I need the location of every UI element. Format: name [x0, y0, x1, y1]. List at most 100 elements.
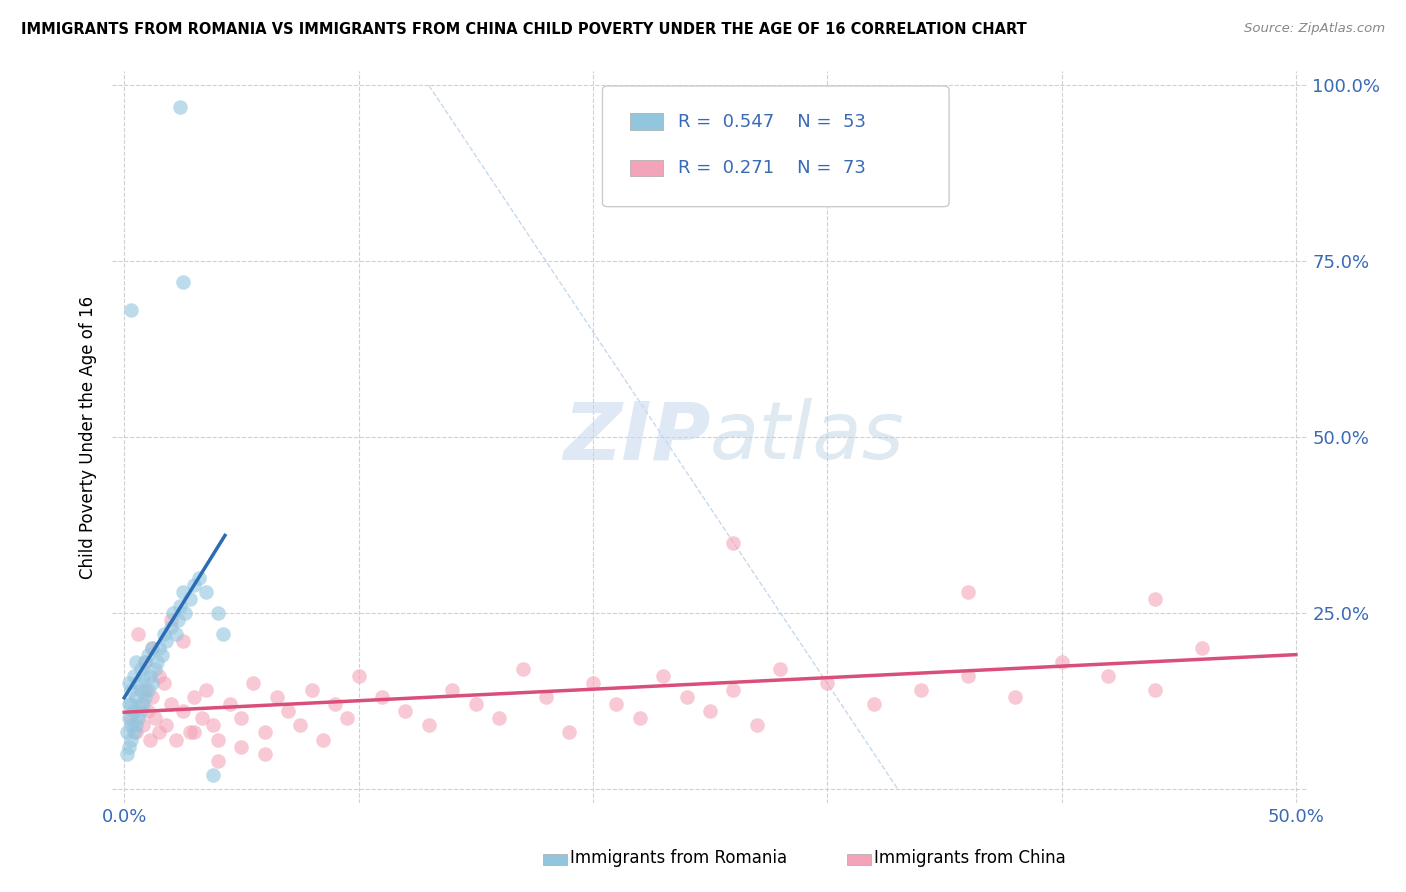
Point [132, 718, 155, 732]
Point [815, 676, 838, 690]
Point [464, 698, 486, 712]
Text: Immigrants from China: Immigrants from China [875, 848, 1066, 867]
Point [120, 732, 142, 747]
Point [266, 690, 288, 705]
Point [202, 718, 225, 732]
Point [129, 662, 152, 676]
Point [1191, 641, 1213, 656]
Point [956, 669, 979, 683]
Point [167, 613, 190, 627]
Point [141, 690, 163, 705]
Point [118, 676, 141, 690]
Point [115, 725, 138, 739]
Point [534, 690, 557, 705]
Point [323, 698, 346, 712]
Point [301, 683, 323, 698]
Point [125, 725, 148, 739]
Point [118, 711, 141, 725]
Point [162, 606, 184, 620]
Point [132, 698, 155, 712]
Point [1144, 683, 1167, 698]
Point [139, 732, 162, 747]
Point [165, 627, 187, 641]
Text: Immigrants from Romania: Immigrants from Romania [569, 848, 787, 867]
Point [723, 535, 745, 549]
Point [160, 620, 183, 634]
Point [153, 676, 176, 690]
Point [136, 648, 159, 662]
Point [218, 698, 240, 712]
Point [202, 767, 225, 781]
Point [207, 732, 229, 747]
Point [172, 705, 194, 719]
Point [288, 718, 311, 732]
Text: IMMIGRANTS FROM ROMANIA VS IMMIGRANTS FROM CHINA CHILD POVERTY UNDER THE AGE OF : IMMIGRANTS FROM ROMANIA VS IMMIGRANTS FR… [21, 22, 1026, 37]
Point [179, 591, 201, 606]
Point [312, 732, 335, 747]
Point [231, 711, 253, 725]
Point [394, 705, 416, 719]
Point [195, 683, 218, 698]
Text: ZIP: ZIP [562, 398, 710, 476]
Point [956, 584, 979, 599]
Point [150, 648, 173, 662]
Point [125, 718, 148, 732]
Point [195, 584, 218, 599]
Point [148, 669, 170, 683]
Point [155, 634, 177, 648]
Point [1050, 655, 1073, 669]
Point [675, 690, 697, 705]
Point [122, 669, 145, 683]
Point [141, 641, 163, 656]
Text: atlas: atlas [710, 398, 905, 476]
FancyBboxPatch shape [848, 854, 872, 865]
Point [174, 606, 197, 620]
Point [165, 732, 187, 747]
Point [188, 571, 211, 585]
FancyBboxPatch shape [630, 113, 664, 130]
FancyBboxPatch shape [603, 86, 949, 207]
Point [120, 303, 142, 318]
Point [160, 613, 183, 627]
Point [371, 690, 394, 705]
Point [118, 698, 141, 712]
Point [136, 683, 159, 698]
Point [628, 711, 651, 725]
Point [134, 690, 156, 705]
Point [146, 655, 169, 669]
Point [136, 705, 159, 719]
Point [129, 683, 152, 698]
Y-axis label: Child Poverty Under the Age of 16: Child Poverty Under the Age of 16 [79, 295, 97, 579]
Point [172, 276, 194, 290]
Point [134, 655, 156, 669]
Point [231, 739, 253, 754]
Point [115, 747, 138, 761]
Point [179, 725, 201, 739]
Point [211, 627, 233, 641]
Point [441, 683, 464, 698]
Point [129, 698, 152, 712]
Point [1144, 591, 1167, 606]
Point [141, 641, 163, 656]
Point [125, 690, 148, 705]
Point [652, 669, 675, 683]
Point [910, 683, 932, 698]
Point [558, 725, 581, 739]
Point [127, 676, 149, 690]
Point [183, 725, 205, 739]
Point [582, 676, 605, 690]
Point [118, 739, 141, 754]
Point [1004, 690, 1026, 705]
Point [172, 634, 194, 648]
Point [699, 705, 721, 719]
Point [172, 584, 194, 599]
Point [190, 711, 212, 725]
Point [160, 698, 183, 712]
Point [336, 711, 359, 725]
Point [253, 725, 276, 739]
Point [605, 698, 627, 712]
Point [418, 718, 440, 732]
Point [863, 698, 886, 712]
Point [745, 718, 768, 732]
Point [207, 606, 229, 620]
